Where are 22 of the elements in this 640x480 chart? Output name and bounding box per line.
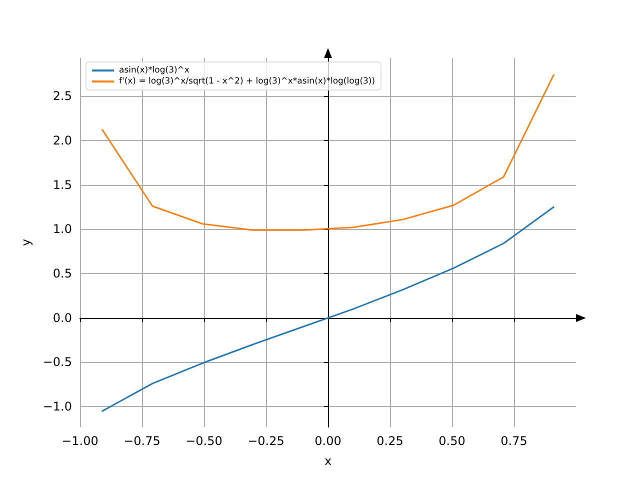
x-tick-label: −0.50 <box>186 434 222 448</box>
y-tick-label: −1.0 <box>42 400 72 414</box>
y-tick-label: −0.5 <box>42 355 72 370</box>
x-tick-label: −0.25 <box>248 434 284 448</box>
x-tick-label: 0.25 <box>376 434 404 448</box>
line-series <box>102 206 554 412</box>
y-axis-title: y <box>18 238 33 246</box>
line-series <box>102 74 554 231</box>
x-tick-label: 0.50 <box>438 434 466 448</box>
y-tick-label: 2.5 <box>52 89 72 104</box>
x-axis-title: x <box>324 454 332 468</box>
x-tick-label: 0.00 <box>314 434 342 448</box>
x-tick-label: −0.75 <box>124 434 160 448</box>
x-tick-label: −1.00 <box>62 434 98 448</box>
y-tick-label: 2.0 <box>52 133 72 148</box>
legend-label: f'(x) = log(3)^x/sqrt(1 - x^2) + log(3)^x*asin(x)*log(log(3)) <box>119 76 376 86</box>
y-tick-label: 1.5 <box>52 178 72 192</box>
legend-label: asin(x)*log(3)^x <box>119 66 190 76</box>
y-tick-label: 1.0 <box>52 222 72 236</box>
y-tick-label: 0.0 <box>52 310 72 325</box>
y-tick-label: 0.5 <box>52 266 72 281</box>
x-tick-label: 0.75 <box>500 434 528 448</box>
